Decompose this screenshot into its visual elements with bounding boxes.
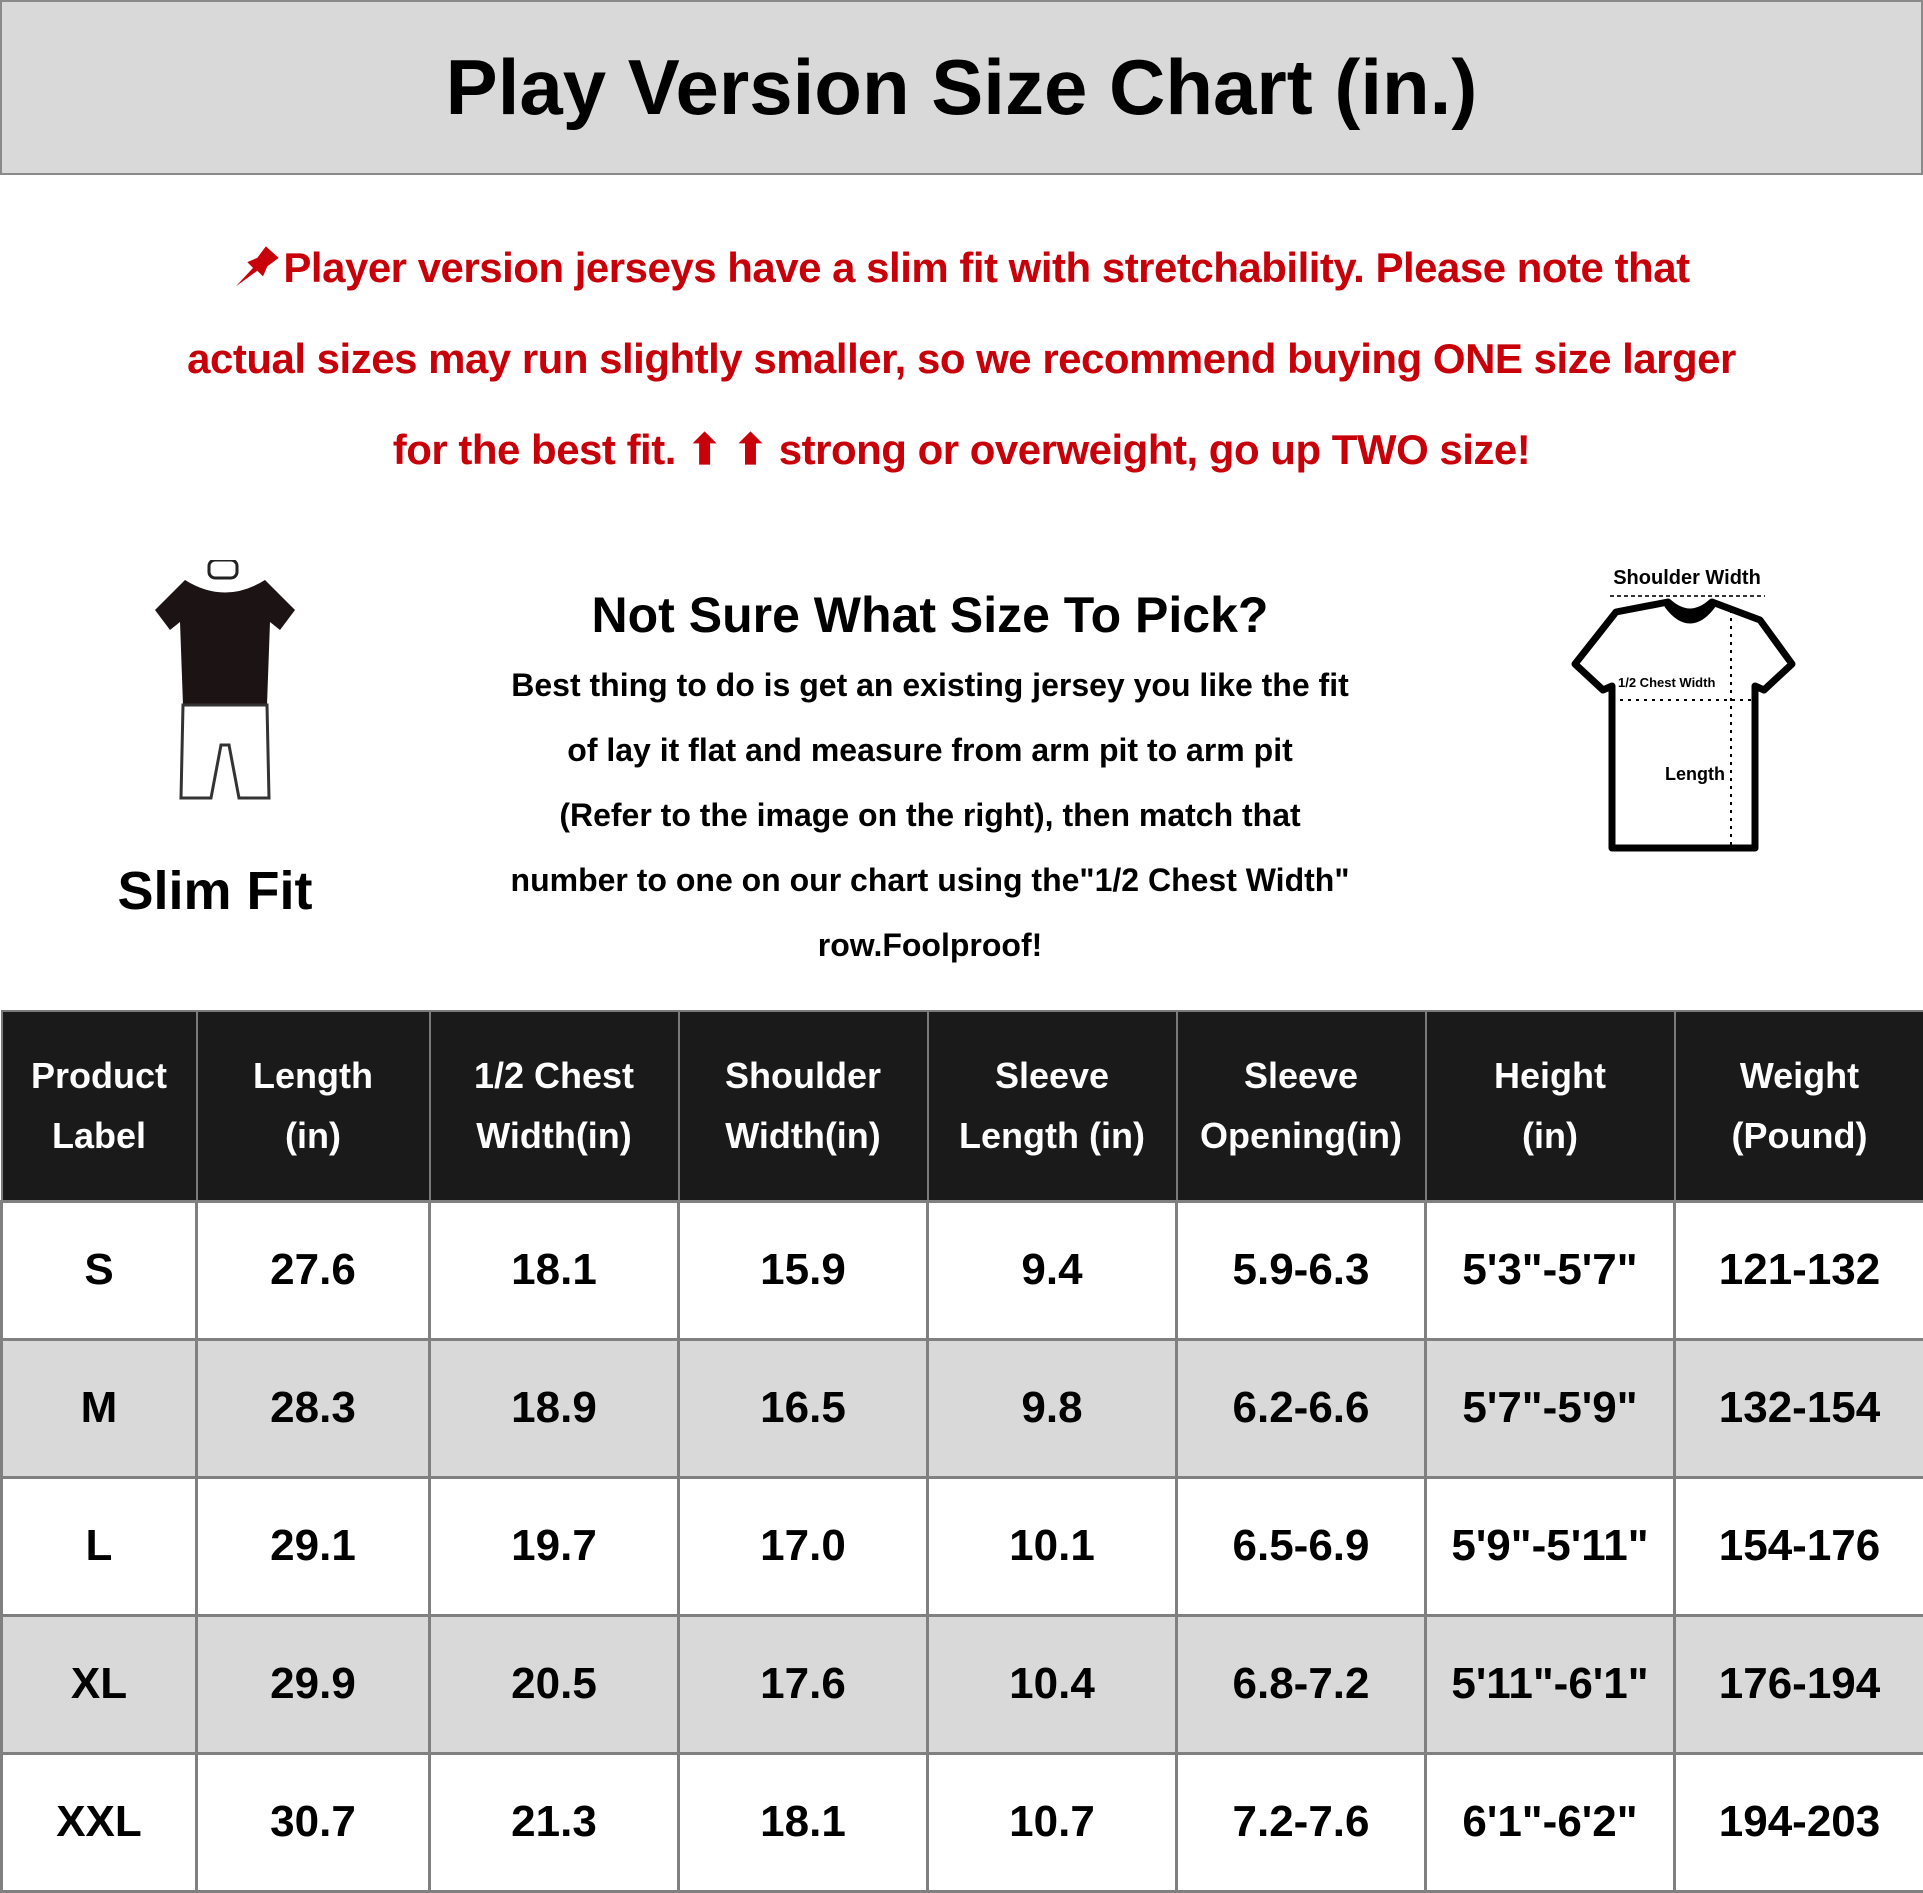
notice-line: actual sizes may run slightly smaller, s… [187, 335, 1736, 382]
table-cell: 121-132 [1675, 1201, 1923, 1339]
pushpin-icon [233, 242, 283, 288]
table-cell: 5'3"-5'7" [1426, 1201, 1675, 1339]
guide-line: (Refer to the image on the right), then … [559, 797, 1300, 833]
table-cell: 6.5-6.9 [1177, 1477, 1426, 1615]
chest-width-label: 1/2 Chest Width [1618, 675, 1715, 690]
table-cell: 29.9 [197, 1615, 430, 1753]
column-header: Height(in) [1426, 1011, 1675, 1201]
table-cell: 17.6 [679, 1615, 928, 1753]
size-guide: Not Sure What Size To Pick? Best thing t… [380, 578, 1480, 978]
guide-heading: Not Sure What Size To Pick? [592, 587, 1269, 643]
table-cell: 10.7 [928, 1753, 1177, 1891]
mannequin-icon [145, 560, 305, 805]
fit-label: Slim Fit [65, 860, 365, 922]
table-cell: 6'1"-6'2" [1426, 1753, 1675, 1891]
table-cell: 10.4 [928, 1615, 1177, 1753]
table-cell: 6.8-7.2 [1177, 1615, 1426, 1753]
length-label: Length [1665, 764, 1725, 784]
table-cell: 9.8 [928, 1339, 1177, 1477]
table-cell: L [2, 1477, 197, 1615]
table-cell: 6.2-6.6 [1177, 1339, 1426, 1477]
table-cell: 5.9-6.3 [1177, 1201, 1426, 1339]
table-cell: 19.7 [430, 1477, 679, 1615]
fit-notice: Player version jerseys have a slim fit w… [20, 222, 1903, 495]
guide-line: row.Foolproof! [818, 927, 1043, 963]
guide-line: of lay it flat and measure from arm pit … [567, 732, 1292, 768]
table-cell: XL [2, 1615, 197, 1753]
table-cell: 7.2-7.6 [1177, 1753, 1426, 1891]
table-cell: 5'9"-5'11" [1426, 1477, 1675, 1615]
table-cell: 20.5 [430, 1615, 679, 1753]
table-cell: 15.9 [679, 1201, 928, 1339]
column-header: Length(in) [197, 1011, 430, 1201]
table-cell: 154-176 [1675, 1477, 1923, 1615]
column-header: Weight(Pound) [1675, 1011, 1923, 1201]
table-cell: 28.3 [197, 1339, 430, 1477]
title-bar: Play Version Size Chart (in.) [0, 0, 1923, 175]
table-cell: 18.1 [679, 1753, 928, 1891]
table-cell: 18.9 [430, 1339, 679, 1477]
guide-line: number to one on our chart using the"1/2… [511, 862, 1350, 898]
shirt-measurement-diagram: Shoulder Width 1/2 Chest Width Length [1560, 560, 1820, 860]
table-cell: 194-203 [1675, 1753, 1923, 1891]
notice-line: for the best fit. ⬆ ⬆ strong or overweig… [393, 426, 1531, 473]
table-cell: 27.6 [197, 1201, 430, 1339]
table-cell: 176-194 [1675, 1615, 1923, 1753]
table-cell: 16.5 [679, 1339, 928, 1477]
page-title: Play Version Size Chart (in.) [446, 42, 1478, 133]
table-cell: 29.1 [197, 1477, 430, 1615]
table-cell: 21.3 [430, 1753, 679, 1891]
table-cell: 5'7"-5'9" [1426, 1339, 1675, 1477]
guide-line: Best thing to do is get an existing jers… [511, 667, 1348, 703]
table-cell: XXL [2, 1753, 197, 1891]
table-cell: 132-154 [1675, 1339, 1923, 1477]
table-cell: M [2, 1339, 197, 1477]
table-cell: 5'11"-6'1" [1426, 1615, 1675, 1753]
table-cell: 18.1 [430, 1201, 679, 1339]
table-cell: 9.4 [928, 1201, 1177, 1339]
table-cell: 17.0 [679, 1477, 928, 1615]
shoulder-width-label: Shoulder Width [1613, 567, 1761, 589]
table-cell: 10.1 [928, 1477, 1177, 1615]
notice-line: Player version jerseys have a slim fit w… [283, 244, 1689, 291]
table-cell: S [2, 1201, 197, 1339]
table-cell: 30.7 [197, 1753, 430, 1891]
